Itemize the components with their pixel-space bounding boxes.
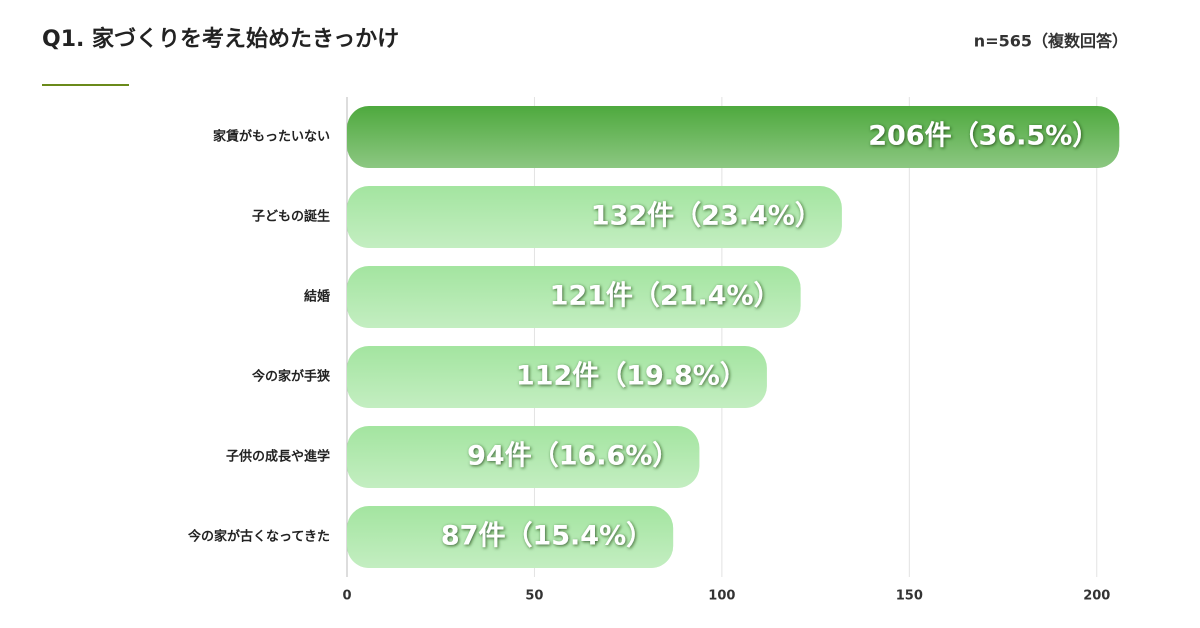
- y-tick-label: 子どもの誕生: [252, 209, 330, 225]
- bars: [347, 106, 1120, 568]
- bar-shade: [347, 506, 674, 568]
- bar-shade: [347, 346, 767, 408]
- x-tick-label: 100: [708, 589, 735, 604]
- bar-shade: [347, 426, 700, 488]
- bar-shade: [347, 266, 801, 328]
- value-label: 132件（23.4%）: [591, 201, 822, 232]
- y-tick-label: 結婚: [304, 289, 330, 305]
- x-tick-label: 200: [1083, 589, 1110, 604]
- value-label: 87件（15.4%）: [441, 521, 653, 552]
- y-tick-label: 家賃がもったいない: [213, 129, 330, 145]
- y-tick-label: 今の家が古くなってきた: [187, 529, 330, 545]
- bar-shade: [347, 106, 1120, 168]
- x-tick-label: 50: [525, 589, 543, 604]
- y-tick-label: 今の家が手狭: [251, 369, 331, 385]
- value-label: 94件（16.6%）: [467, 441, 679, 472]
- value-label: 121件（21.4%）: [550, 281, 781, 312]
- bar-shade: [347, 186, 842, 248]
- x-tick-label: 0: [342, 589, 351, 604]
- grid: [346, 97, 1098, 577]
- value-label: 206件（36.5%）: [868, 121, 1099, 152]
- value-label: 112件（19.8%）: [516, 361, 747, 392]
- x-tick-label: 150: [896, 589, 923, 604]
- y-tick-label: 子供の成長や進学: [226, 449, 330, 465]
- chart-subtitle: n=565（複数回答）: [974, 32, 1128, 51]
- chart-title: Q1. 家づくりを考え始めたきっかけ: [42, 26, 399, 52]
